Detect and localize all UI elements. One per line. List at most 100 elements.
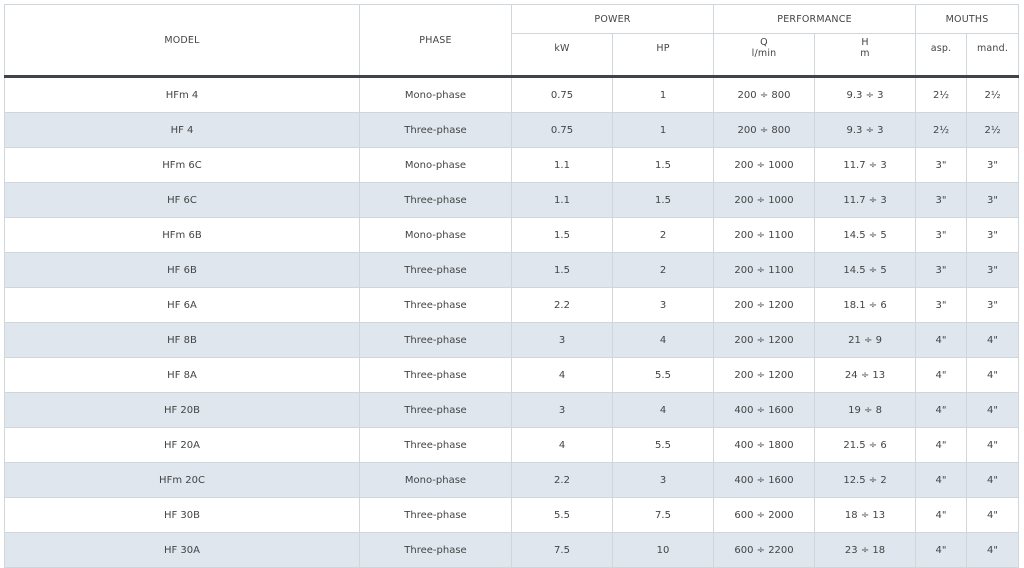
cell-asp: 4" (915, 322, 968, 358)
table-row: HF 6B Three-phase 1.5 2 200 ÷ 1100 14.5 … (4, 252, 1020, 288)
header-h: H m (814, 33, 917, 78)
table-row: HF 30B Three-phase 5.5 7.5 600 ÷ 2000 18… (4, 497, 1020, 533)
cell-h: 9.3 ÷ 3 (814, 76, 917, 113)
cell-hp: 4 (611, 322, 715, 358)
cell-kw: 0.75 (511, 76, 613, 113)
header-kw: kW (511, 33, 613, 78)
cell-h: 18 ÷ 13 (814, 497, 917, 533)
cell-q: 200 ÷ 1100 (713, 217, 816, 253)
cell-q: 200 ÷ 1200 (713, 287, 816, 323)
cell-phase: Mono-phase (359, 217, 512, 253)
cell-model: HFm 6C (4, 147, 360, 183)
cell-model: HF 30A (4, 532, 360, 568)
cell-phase: Three-phase (359, 392, 512, 428)
header-h-label: H (861, 37, 869, 48)
cell-phase: Three-phase (359, 252, 512, 288)
cell-hp: 3 (611, 462, 715, 498)
table-header: MODEL PHASE POWER PERFORMANCE MOUTHS kW … (4, 4, 1020, 78)
cell-hp: 4 (611, 392, 715, 428)
cell-asp: 4" (915, 427, 968, 463)
cell-hp: 5.5 (611, 357, 715, 393)
cell-h: 9.3 ÷ 3 (814, 112, 917, 148)
table-row: HF 30A Three-phase 7.5 10 600 ÷ 2200 23 … (4, 532, 1020, 568)
cell-q: 400 ÷ 1600 (713, 462, 816, 498)
cell-hp: 5.5 (611, 427, 715, 463)
cell-kw: 3 (511, 322, 613, 358)
cell-model: HFm 6B (4, 217, 360, 253)
cell-asp: 2½ (915, 76, 968, 113)
cell-h: 11.7 ÷ 3 (814, 182, 917, 218)
cell-phase: Three-phase (359, 287, 512, 323)
cell-model: HF 8B (4, 322, 360, 358)
table-row: HFm 6C Mono-phase 1.1 1.5 200 ÷ 1000 11.… (4, 147, 1020, 183)
cell-h: 18.1 ÷ 6 (814, 287, 917, 323)
cell-kw: 2.2 (511, 287, 613, 323)
table-row: HFm 20C Mono-phase 2.2 3 400 ÷ 1600 12.5… (4, 462, 1020, 498)
cell-kw: 4 (511, 427, 613, 463)
table-row: HF 20A Three-phase 4 5.5 400 ÷ 1800 21.5… (4, 427, 1020, 463)
cell-q: 200 ÷ 1200 (713, 357, 816, 393)
cell-asp: 4" (915, 497, 968, 533)
cell-model: HFm 4 (4, 76, 360, 113)
cell-q: 400 ÷ 1800 (713, 427, 816, 463)
cell-phase: Three-phase (359, 532, 512, 568)
header-asp: asp. (915, 33, 968, 78)
cell-model: HF 20B (4, 392, 360, 428)
cell-q: 600 ÷ 2200 (713, 532, 816, 568)
cell-hp: 7.5 (611, 497, 715, 533)
cell-mand: 2½ (966, 76, 1020, 113)
cell-asp: 2½ (915, 112, 968, 148)
cell-mand: 4" (966, 322, 1020, 358)
cell-hp: 1.5 (611, 182, 715, 218)
cell-mand: 4" (966, 462, 1020, 498)
cell-asp: 4" (915, 392, 968, 428)
cell-asp: 4" (915, 357, 968, 393)
cell-model: HF 8A (4, 357, 360, 393)
table-row: HF 8A Three-phase 4 5.5 200 ÷ 1200 24 ÷ … (4, 357, 1020, 393)
cell-q: 600 ÷ 2000 (713, 497, 816, 533)
cell-model: HF 6C (4, 182, 360, 218)
cell-q: 200 ÷ 1100 (713, 252, 816, 288)
cell-h: 19 ÷ 8 (814, 392, 917, 428)
table-row: HFm 4 Mono-phase 0.75 1 200 ÷ 800 9.3 ÷ … (4, 76, 1020, 113)
cell-phase: Three-phase (359, 182, 512, 218)
cell-mand: 2½ (966, 112, 1020, 148)
cell-h: 14.5 ÷ 5 (814, 252, 917, 288)
cell-h: 12.5 ÷ 2 (814, 462, 917, 498)
cell-mand: 3" (966, 217, 1020, 253)
cell-hp: 10 (611, 532, 715, 568)
cell-kw: 1.1 (511, 147, 613, 183)
pump-spec-table: MODEL PHASE POWER PERFORMANCE MOUTHS kW … (4, 4, 1020, 568)
cell-h: 21.5 ÷ 6 (814, 427, 917, 463)
cell-h: 11.7 ÷ 3 (814, 147, 917, 183)
cell-asp: 4" (915, 532, 968, 568)
table-row: HF 6C Three-phase 1.1 1.5 200 ÷ 1000 11.… (4, 182, 1020, 218)
cell-hp: 3 (611, 287, 715, 323)
cell-kw: 4 (511, 357, 613, 393)
table-body: HFm 4 Mono-phase 0.75 1 200 ÷ 800 9.3 ÷ … (4, 76, 1020, 568)
cell-mand: 4" (966, 357, 1020, 393)
cell-hp: 2 (611, 217, 715, 253)
cell-phase: Mono-phase (359, 147, 512, 183)
header-model: MODEL (4, 4, 360, 78)
cell-asp: 3" (915, 147, 968, 183)
cell-mand: 3" (966, 182, 1020, 218)
cell-h: 24 ÷ 13 (814, 357, 917, 393)
cell-mand: 3" (966, 252, 1020, 288)
cell-model: HF 4 (4, 112, 360, 148)
cell-mand: 3" (966, 147, 1020, 183)
cell-kw: 1.1 (511, 182, 613, 218)
cell-q: 200 ÷ 800 (713, 76, 816, 113)
cell-kw: 1.5 (511, 252, 613, 288)
cell-model: HF 30B (4, 497, 360, 533)
header-phase: PHASE (359, 4, 512, 78)
cell-mand: 4" (966, 532, 1020, 568)
cell-model: HFm 20C (4, 462, 360, 498)
cell-mand: 4" (966, 392, 1020, 428)
cell-phase: Mono-phase (359, 462, 512, 498)
header-q: Q l/min (713, 33, 816, 78)
cell-model: HF 6A (4, 287, 360, 323)
header-mouths: MOUTHS (915, 4, 1020, 34)
cell-phase: Three-phase (359, 497, 512, 533)
cell-kw: 0.75 (511, 112, 613, 148)
